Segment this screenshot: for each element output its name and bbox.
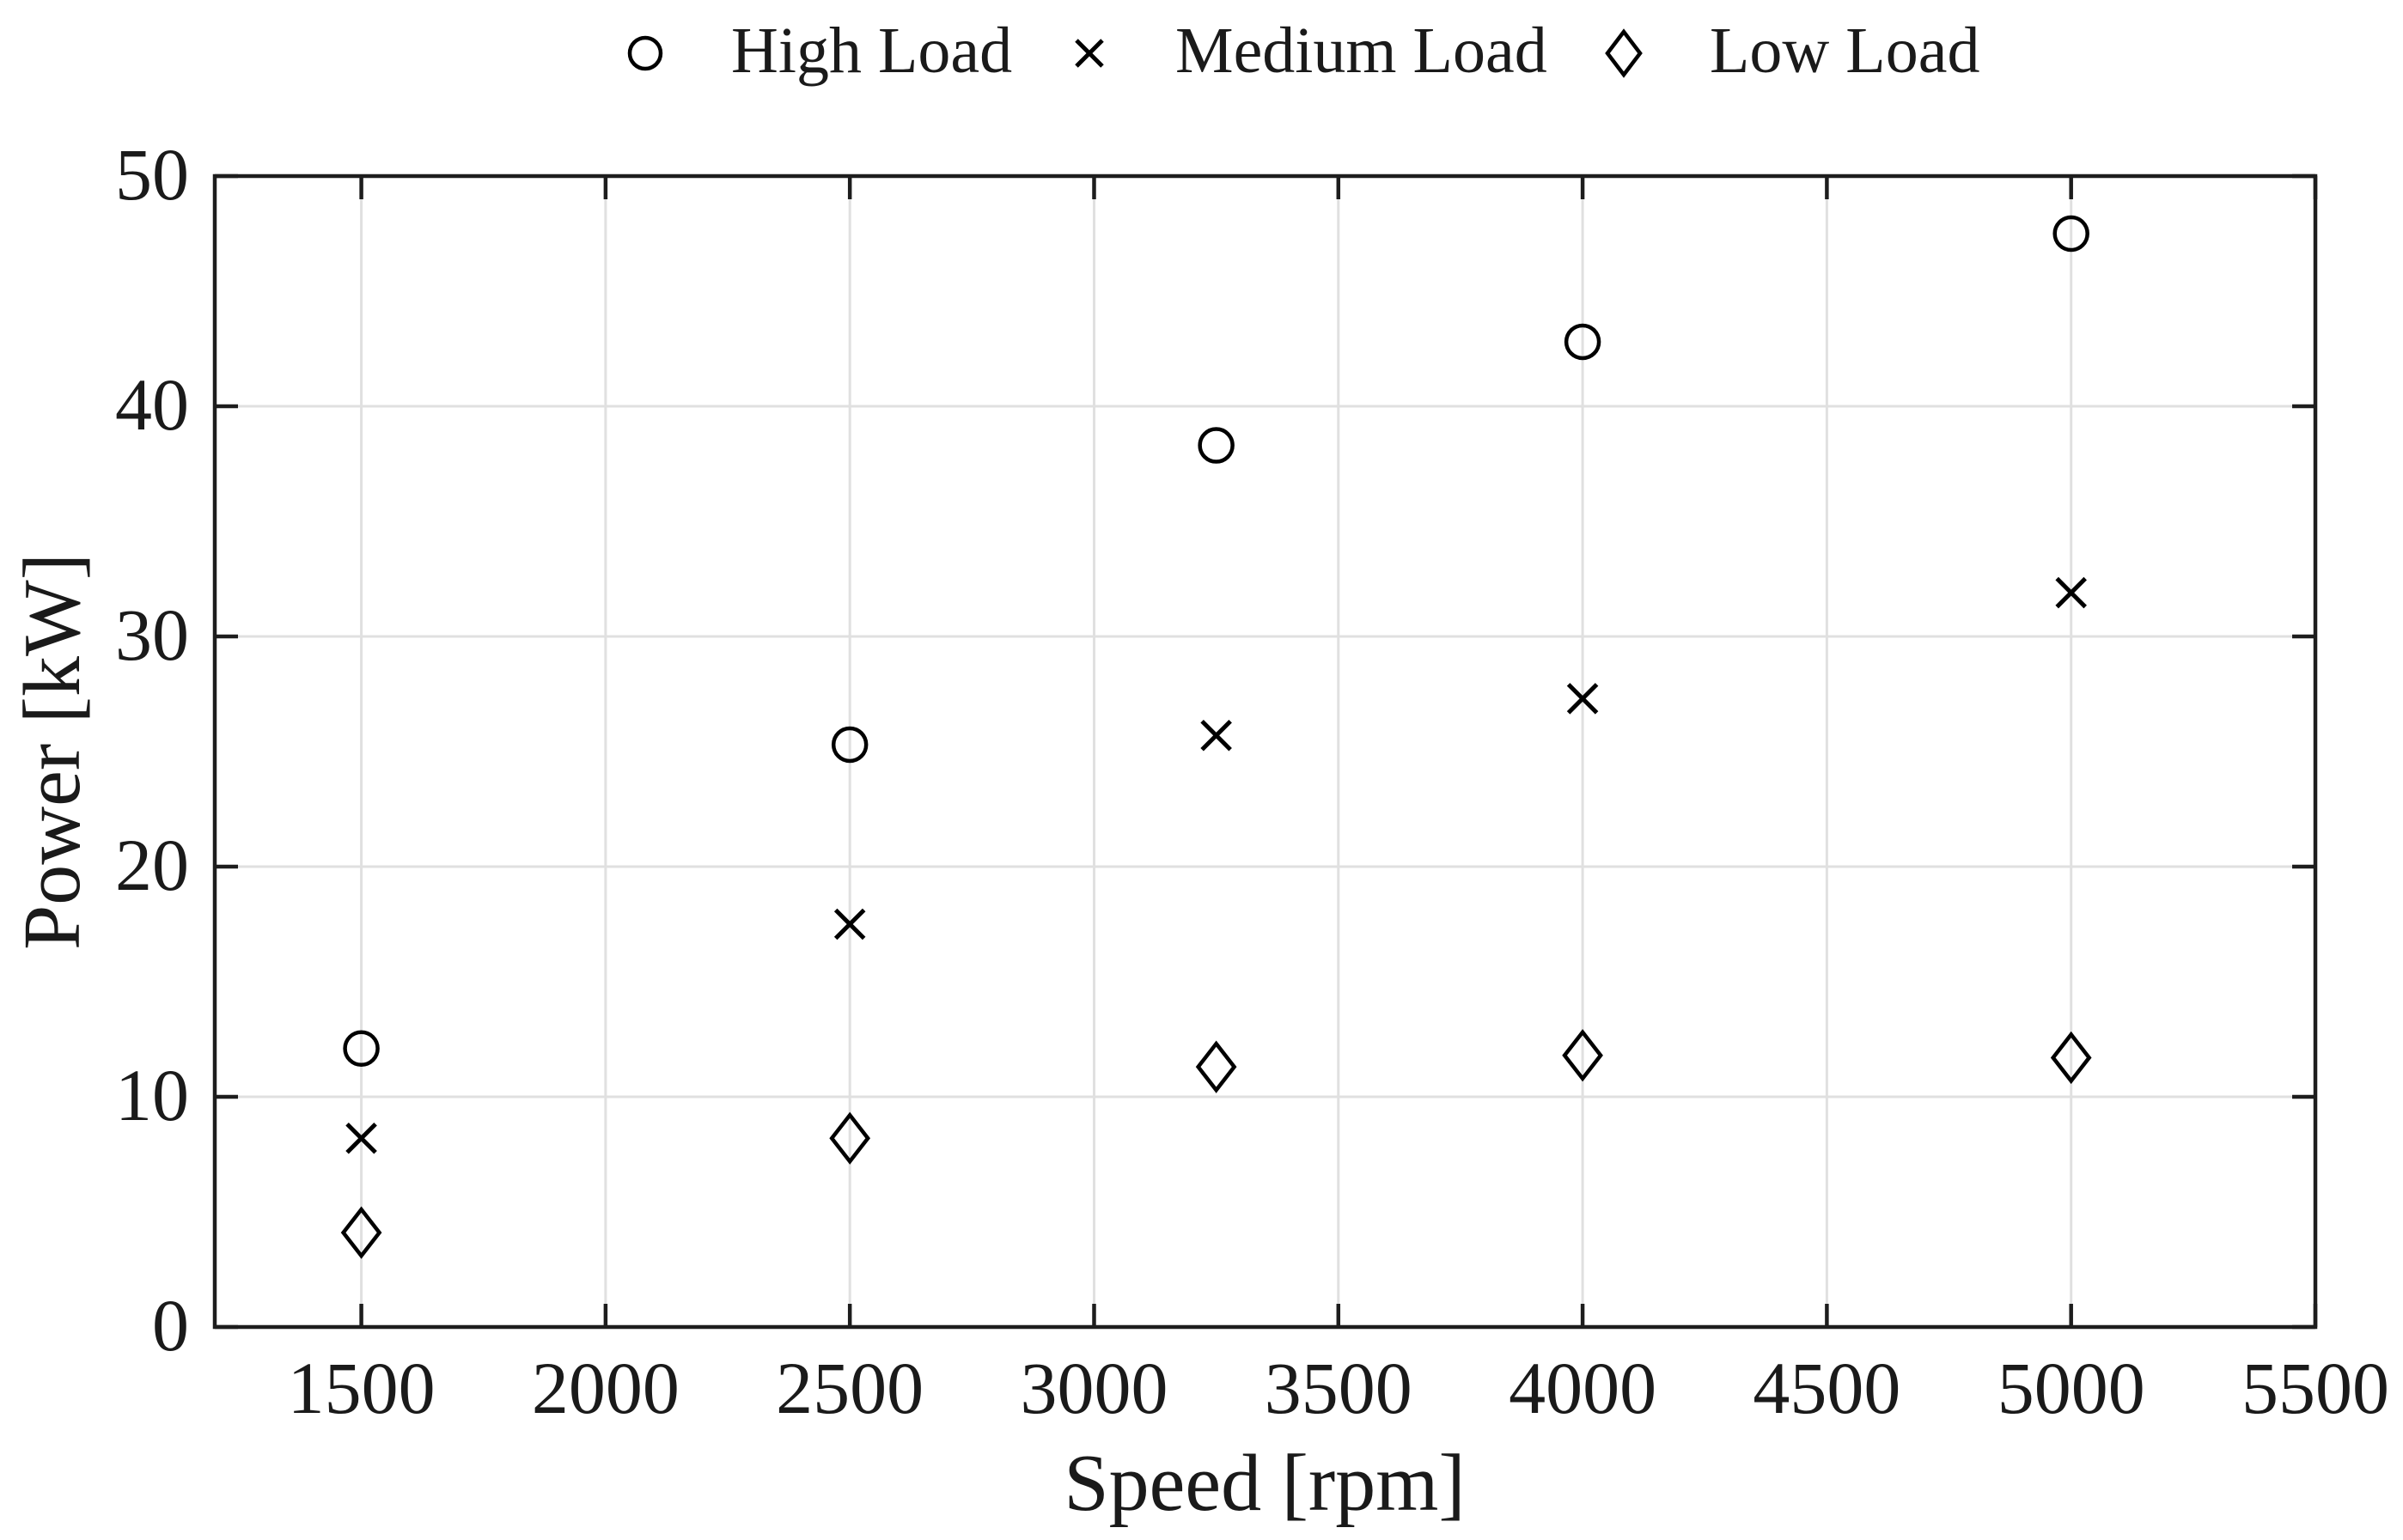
data-point-marker-diamond bbox=[1605, 28, 1643, 78]
y-axis-label: Power [kW] bbox=[8, 553, 97, 950]
x-tick-label: 5500 bbox=[2241, 1347, 2389, 1429]
series-high-load bbox=[343, 215, 2089, 1067]
data-point-marker-circle bbox=[627, 35, 663, 71]
circle-marker-icon bbox=[627, 35, 663, 71]
diamond-marker-icon bbox=[2050, 1031, 2092, 1085]
legend: High Load Medium Load Low Load bbox=[627, 15, 1979, 87]
x-marker-icon bbox=[345, 1122, 377, 1154]
x-axis-label: Speed [rpm] bbox=[1064, 1439, 1465, 1528]
diamond-marker-icon bbox=[1605, 28, 1643, 78]
circle-marker-icon bbox=[1564, 323, 1601, 361]
circle-marker-icon bbox=[343, 1030, 380, 1067]
data-point-marker-x bbox=[833, 908, 866, 940]
diamond-marker-icon bbox=[340, 1206, 382, 1259]
y-tick-labels: 0 10 20 30 40 50 bbox=[115, 133, 189, 1367]
x-tick-label: 1500 bbox=[288, 1347, 436, 1429]
data-point-marker-circle bbox=[2052, 215, 2089, 253]
legend-item-high-load: High Load bbox=[627, 15, 1012, 87]
plot-border bbox=[212, 173, 2318, 1330]
x-tick-label: 5000 bbox=[1997, 1347, 2145, 1429]
data-point-marker-circle bbox=[1564, 323, 1601, 361]
data-point-marker-x bbox=[1075, 39, 1104, 68]
y-tick-label: 40 bbox=[115, 363, 189, 446]
data-point-marker-circle bbox=[1198, 427, 1235, 464]
legend-item-low-load: Low Load bbox=[1605, 15, 1979, 87]
x-marker-icon bbox=[2055, 576, 2087, 609]
legend-item-label: Low Load bbox=[1710, 15, 1979, 87]
y-tick-label: 20 bbox=[115, 824, 189, 906]
circle-marker-icon bbox=[2052, 215, 2089, 253]
data-point-marker-diamond bbox=[1195, 1040, 1237, 1093]
x-tick-label: 3000 bbox=[1020, 1347, 1168, 1429]
x-tick-label: 3500 bbox=[1265, 1347, 1412, 1429]
x-tick-label: 4000 bbox=[1509, 1347, 1656, 1429]
data-point-marker-diamond bbox=[340, 1206, 382, 1259]
data-point-marker-x bbox=[2055, 576, 2087, 609]
data-point-marker-x bbox=[345, 1122, 377, 1154]
series-low-load bbox=[340, 1029, 2092, 1259]
gridlines bbox=[215, 174, 2317, 1329]
data-point-marker-circle bbox=[343, 1030, 380, 1067]
data-point-marker-x bbox=[1200, 719, 1232, 752]
circle-marker-icon bbox=[1198, 427, 1235, 464]
data-point-marker-diamond bbox=[1562, 1029, 1603, 1082]
legend-item-label: High Load bbox=[731, 15, 1012, 87]
x-tick-label: 4500 bbox=[1753, 1347, 1900, 1429]
data-point-marker-x bbox=[1566, 683, 1599, 715]
x-tick-label: 2500 bbox=[776, 1347, 924, 1429]
y-tick-label: 0 bbox=[152, 1284, 189, 1367]
x-marker-icon bbox=[1075, 39, 1104, 68]
diamond-marker-icon bbox=[1195, 1040, 1237, 1093]
y-tick-label: 30 bbox=[115, 593, 189, 676]
data-point-marker-diamond bbox=[829, 1111, 871, 1165]
circle-marker-icon bbox=[831, 726, 869, 764]
series-medium-load bbox=[345, 576, 2087, 1154]
x-marker-icon bbox=[833, 908, 866, 940]
x-tick-labels: 1500 2000 2500 3000 3500 4000 4500 5000 5500 bbox=[288, 1347, 2389, 1429]
legend-item-label: Medium Load bbox=[1175, 15, 1547, 87]
y-tick-label: 50 bbox=[115, 133, 189, 216]
y-tick-label: 10 bbox=[115, 1054, 189, 1136]
data-point-marker-circle bbox=[831, 726, 869, 764]
diamond-marker-icon bbox=[829, 1111, 871, 1165]
axis-ticks bbox=[215, 173, 2318, 1330]
legend-item-medium-load: Medium Load bbox=[1075, 15, 1547, 87]
diamond-marker-icon bbox=[1562, 1029, 1603, 1082]
data-point-marker-diamond bbox=[2050, 1031, 2092, 1085]
x-tick-label: 2000 bbox=[532, 1347, 680, 1429]
x-marker-icon bbox=[1200, 719, 1232, 752]
x-marker-icon bbox=[1566, 683, 1599, 715]
data-markers bbox=[340, 215, 2092, 1259]
